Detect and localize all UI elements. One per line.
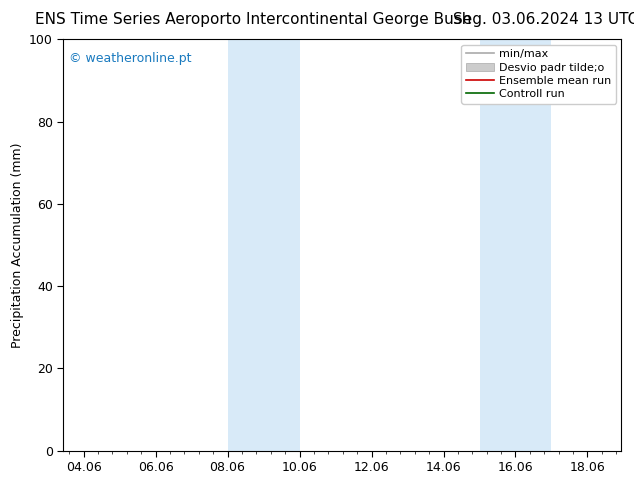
Bar — [228, 39, 299, 451]
Text: © weatheronline.pt: © weatheronline.pt — [69, 51, 191, 65]
Text: ENS Time Series Aeroporto Intercontinental George Bush: ENS Time Series Aeroporto Intercontinent… — [36, 12, 472, 27]
Legend: min/max, Desvio padr tilde;o, Ensemble mean run, Controll run: min/max, Desvio padr tilde;o, Ensemble m… — [462, 45, 616, 104]
Text: Seg. 03.06.2024 13 UTC: Seg. 03.06.2024 13 UTC — [453, 12, 634, 27]
Bar — [479, 39, 552, 451]
Y-axis label: Precipitation Accumulation (mm): Precipitation Accumulation (mm) — [11, 142, 23, 348]
